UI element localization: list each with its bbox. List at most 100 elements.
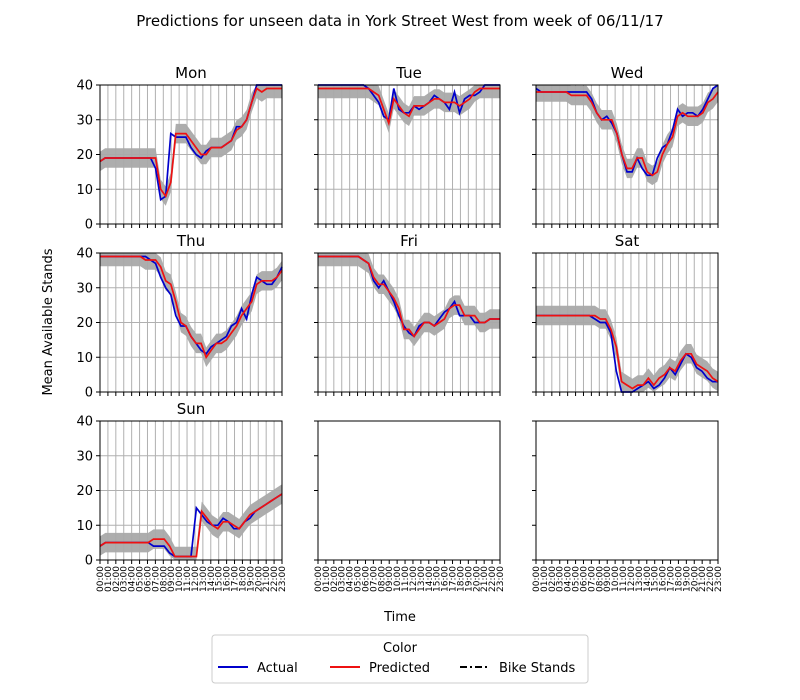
panel-thu: Thu 0 10 20 30 40	[76, 232, 283, 401]
x-tick-label: 22:00	[706, 566, 716, 592]
x-tick-label: 03:00	[556, 566, 566, 592]
x-tick-label: 21:00	[698, 566, 708, 592]
y-tick-label: 10	[76, 183, 93, 198]
x-tick-label: 09:00	[603, 566, 613, 592]
x-tick-label: 07:00	[369, 566, 379, 592]
x-tick-label: 04:00	[346, 566, 356, 592]
predicted-line	[536, 314, 719, 390]
predicted-line	[100, 255, 283, 360]
x-tick-label: 00:00	[96, 566, 106, 592]
prediction-band	[100, 484, 282, 560]
x-tick-label: 00:00	[532, 566, 542, 592]
x-tick-label: 03:00	[338, 566, 348, 592]
x-tick-label: 09:00	[167, 566, 177, 592]
x-tick-label: 12:00	[409, 566, 419, 592]
y-axis-label: Mean Available Stands	[41, 248, 56, 395]
panel-empty-7: 00:0001:0002:0003:0004:0005:0006:0007:00…	[314, 420, 506, 592]
x-tick-label: 01:00	[540, 566, 550, 592]
y-tick-label: 0	[85, 554, 93, 569]
prediction-band	[100, 85, 282, 206]
x-tick-label: 23:00	[278, 566, 288, 592]
x-tick-label: 13:00	[635, 566, 645, 592]
legend-entries: Actual Predicted Bike Stands	[218, 661, 576, 676]
x-tick-label: 15:00	[651, 566, 661, 592]
figure-title: Predictions for unseen data in York Stre…	[136, 12, 663, 30]
x-tick-label: 20:00	[254, 566, 264, 592]
x-tick-label: 05:00	[136, 566, 146, 592]
panel-sat: Sat	[532, 232, 719, 396]
x-tick-label: 08:00	[159, 566, 169, 592]
predicted-line	[318, 87, 500, 127]
panel-grid	[317, 253, 501, 392]
x-tick-label: 11:00	[183, 566, 193, 592]
x-tick-label: 12:00	[627, 566, 637, 592]
x-tick-label: 23:00	[714, 566, 724, 592]
prediction-band	[536, 85, 718, 186]
x-tick-label: 16:00	[659, 566, 669, 592]
x-tick-label: 12:00	[191, 566, 201, 592]
legend-label: Predicted	[369, 661, 430, 676]
x-tick-label: 18:00	[238, 566, 248, 592]
legend-title: Color	[383, 641, 418, 656]
panel-title: Sat	[615, 232, 640, 250]
x-tick-label: 01:00	[322, 566, 332, 592]
x-tick-label: 11:00	[401, 566, 411, 592]
x-tick-label: 07:00	[587, 566, 597, 592]
prediction-band	[536, 305, 718, 392]
panels-group: Mon 0 10 20 30 40 Tue Wed Thu 0 10 20 30 40 Fri Sat Sun 0…	[76, 64, 724, 592]
y-tick-label: 0	[85, 218, 93, 233]
x-tick-label: 23:00	[496, 566, 506, 592]
x-tick-label: 09:00	[385, 566, 395, 592]
x-tick-label: 15:00	[433, 566, 443, 592]
x-tick-label: 03:00	[120, 566, 130, 592]
x-tick-label: 19:00	[682, 566, 692, 592]
panel-frame	[317, 420, 501, 561]
x-tick-label: 06:00	[361, 566, 371, 592]
y-tick-label: 10	[76, 351, 93, 366]
predicted-line	[99, 493, 283, 558]
y-tick-label: 30	[76, 281, 93, 296]
x-tick-label: 17:00	[231, 566, 241, 592]
x-tick-label: 17:00	[667, 566, 677, 592]
panel-sun: Sun 0 10 20 30 40 00:0001:0002:0003:0004:0005:…	[76, 400, 288, 592]
x-tick-label: 08:00	[377, 566, 387, 592]
panel-frame	[535, 420, 719, 561]
x-tick-label: 13:00	[417, 566, 427, 592]
y-tick-label: 30	[76, 113, 93, 128]
legend: Color Actual Predicted Bike Stands	[211, 634, 589, 684]
y-tick-label: 20	[76, 484, 93, 499]
panel-grid	[317, 85, 501, 224]
x-tick-label: 05:00	[572, 566, 582, 592]
panel-title: Fri	[400, 232, 418, 250]
x-tick-label: 02:00	[330, 566, 340, 592]
panel-grid	[535, 85, 719, 224]
x-tick-label: 14:00	[207, 566, 217, 592]
legend-label: Actual	[257, 661, 298, 676]
x-tick-label: 10:00	[611, 566, 621, 592]
x-tick-label: 16:00	[223, 566, 233, 592]
prediction-band	[100, 253, 282, 367]
predicted-line	[536, 91, 719, 177]
predicted-line	[99, 87, 282, 198]
x-tick-label: 10:00	[175, 566, 185, 592]
legend-label: Bike Stands	[499, 661, 576, 676]
x-tick-label: 20:00	[690, 566, 700, 592]
x-tick-label: 02:00	[112, 566, 122, 592]
x-tick-label: 18:00	[456, 566, 466, 592]
x-tick-label: 13:00	[199, 566, 209, 592]
panel-title: Thu	[176, 232, 205, 250]
x-tick-label: 17:00	[449, 566, 459, 592]
x-tick-label: 19:00	[464, 566, 474, 592]
x-axis-label: Time	[383, 610, 416, 625]
x-tick-label: 07:00	[151, 566, 161, 592]
x-tick-label: 06:00	[579, 566, 589, 592]
x-tick-label: 06:00	[143, 566, 153, 592]
x-tick-label: 15:00	[215, 566, 225, 592]
panel-title: Sun	[177, 400, 206, 418]
x-tick-label: 19:00	[246, 566, 256, 592]
y-tick-label: 40	[76, 79, 93, 94]
x-tick-label: 04:00	[564, 566, 574, 592]
x-tick-label: 10:00	[393, 566, 403, 592]
x-tick-label: 14:00	[643, 566, 653, 592]
